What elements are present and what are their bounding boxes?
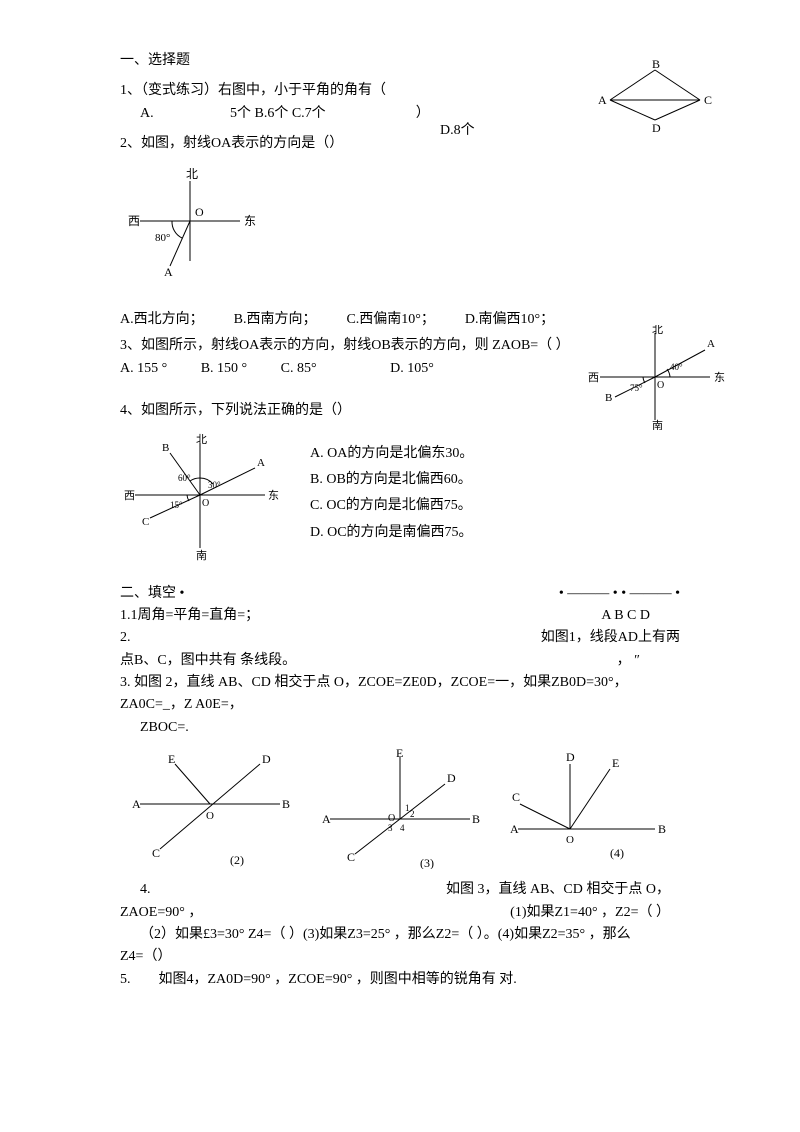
q3-optA: A. 155 ° [120,361,167,376]
svg-text:A: A [257,457,265,469]
svg-text:A: A [598,93,607,107]
svg-text:1: 1 [405,803,410,813]
svg-text:A: A [707,338,715,350]
s2-q5: 5. 如图4，ZA0D=90° ，ZCOE=90° ，则图中相等的锐角有 对. [120,969,680,991]
svg-text:D: D [566,750,575,764]
s2-q1-right2: A B C D [601,605,680,627]
svg-text:60°: 60° [178,473,191,483]
q1-optD: D.8个 [440,120,475,142]
svg-text:北: 北 [186,167,198,181]
svg-text:D: D [652,121,661,135]
q2-optA: A.西北方向； [120,309,204,331]
svg-text:O: O [657,380,664,391]
q3-optC: C. 85° [281,361,317,376]
svg-text:(3): (3) [420,856,434,869]
s2-q4: 4. [120,879,151,901]
s2-q4-line2b: (1)如果Z1=40° ，Z2=（ ） [510,902,680,924]
svg-text:东: 东 [268,489,279,502]
svg-text:4: 4 [400,823,405,833]
s2-q1: 1.1周角=平角=直角=； [120,605,259,627]
section2-title: 二、填空 • [120,583,184,605]
q2-compass-diagram: 北 西 东 O 80° A [120,166,260,286]
svg-text:B: B [282,797,290,811]
q4-optC: C. OC的方向是北偏西75。 [310,495,473,517]
svg-text:C: C [142,516,149,528]
svg-text:南: 南 [196,549,207,562]
svg-text:D: D [262,752,271,766]
q2-optB: B.西南方向； [234,309,317,331]
s2-q2-right: 如图1，线段AD上有两 [541,627,680,649]
svg-text:75°: 75° [630,383,643,393]
svg-text:B: B [472,812,480,826]
svg-text:D: D [447,771,456,785]
s2-q2: 2. [120,627,131,649]
q2-optC: C.西偏南10°； [346,309,434,331]
svg-text:C: C [704,93,712,107]
svg-text:B: B [652,60,660,71]
svg-text:北: 北 [652,325,663,336]
s2-q1-right: • ——— • • ——— • [559,583,680,605]
svg-text:B: B [658,822,666,836]
svg-text:O: O [206,810,214,822]
svg-text:O: O [202,498,209,509]
svg-text:15°: 15° [170,500,183,510]
svg-text:30°: 30° [208,480,221,490]
triple-figures: A B C D E O (2) A B C D E O 1 2 3 4 (3) … [120,749,680,869]
svg-text:C: C [152,846,160,860]
svg-text:80°: 80° [155,232,170,244]
s2-q3: 3. 如图 2，直线 AB、CD 相交于点 O，ZCOE=ZE0D，ZCOE=一… [120,672,680,717]
q4-optB: B. OB的方向是北偏西60。 [310,469,473,491]
svg-text:西: 西 [128,214,140,228]
q1-close: ） [416,103,430,125]
svg-text:O: O [195,205,204,219]
svg-text:南: 南 [652,419,663,430]
svg-text:西: 西 [588,372,599,384]
svg-text:C: C [512,790,520,804]
rhombus-diagram: A B C D [590,60,720,140]
s2-q4-line2a: ZAOE=90° ， [120,902,202,924]
s2-q4-line4: Z4=（） [120,946,680,968]
q2-optD: D.南偏西10°； [465,309,554,331]
svg-text:A: A [322,812,331,826]
svg-text:C: C [347,850,355,864]
svg-text:A: A [510,822,519,836]
svg-text:(2): (2) [230,853,244,867]
svg-text:E: E [396,749,403,760]
s2-q2-quote: ， ″ [617,650,680,672]
svg-text:3: 3 [388,823,393,833]
s2-q4-right: 如图 3，直线 AB、CD 相交于点 O， [446,879,680,901]
svg-text:O: O [566,834,574,846]
svg-text:2: 2 [410,809,415,819]
svg-text:西: 西 [124,490,135,502]
svg-text:北: 北 [196,433,207,446]
q1-optA: A. [120,103,230,125]
svg-text:东: 东 [714,371,725,384]
svg-text:东: 东 [244,214,256,228]
svg-text:E: E [612,756,619,770]
svg-text:A: A [164,265,173,279]
s2-q4-line3: （2）如果£3=30° Z4=（ ）(3)如果Z3=25° ，那么Z2=（ ）。… [120,924,680,946]
s2-q3-cont: ZBOC=. [120,717,680,739]
q1-optA2: 5个 B.6个 C.7个 [230,103,326,125]
svg-text:B: B [605,392,612,404]
svg-text:B: B [162,442,169,454]
svg-text:A: A [132,797,141,811]
q4-optA: A. OA的方向是北偏东30。 [310,443,473,465]
q3-compass-diagram: 北 南 西 东 A B O 40° 75° [580,325,730,430]
svg-text:E: E [168,752,175,766]
q4-compass-diagram: 北 南 西 东 A B C O 30° 60° 15° [120,433,280,563]
svg-text:(4): (4) [610,846,624,860]
svg-text:40°: 40° [670,362,683,372]
s2-q2-cont: 点B、C，图中共有 条线段。 [120,650,296,672]
q4-optD: D. OC的方向是南偏西75。 [310,522,473,544]
q3-optD: D. 105° [390,361,434,376]
q3-optB: B. 150 ° [201,361,247,376]
